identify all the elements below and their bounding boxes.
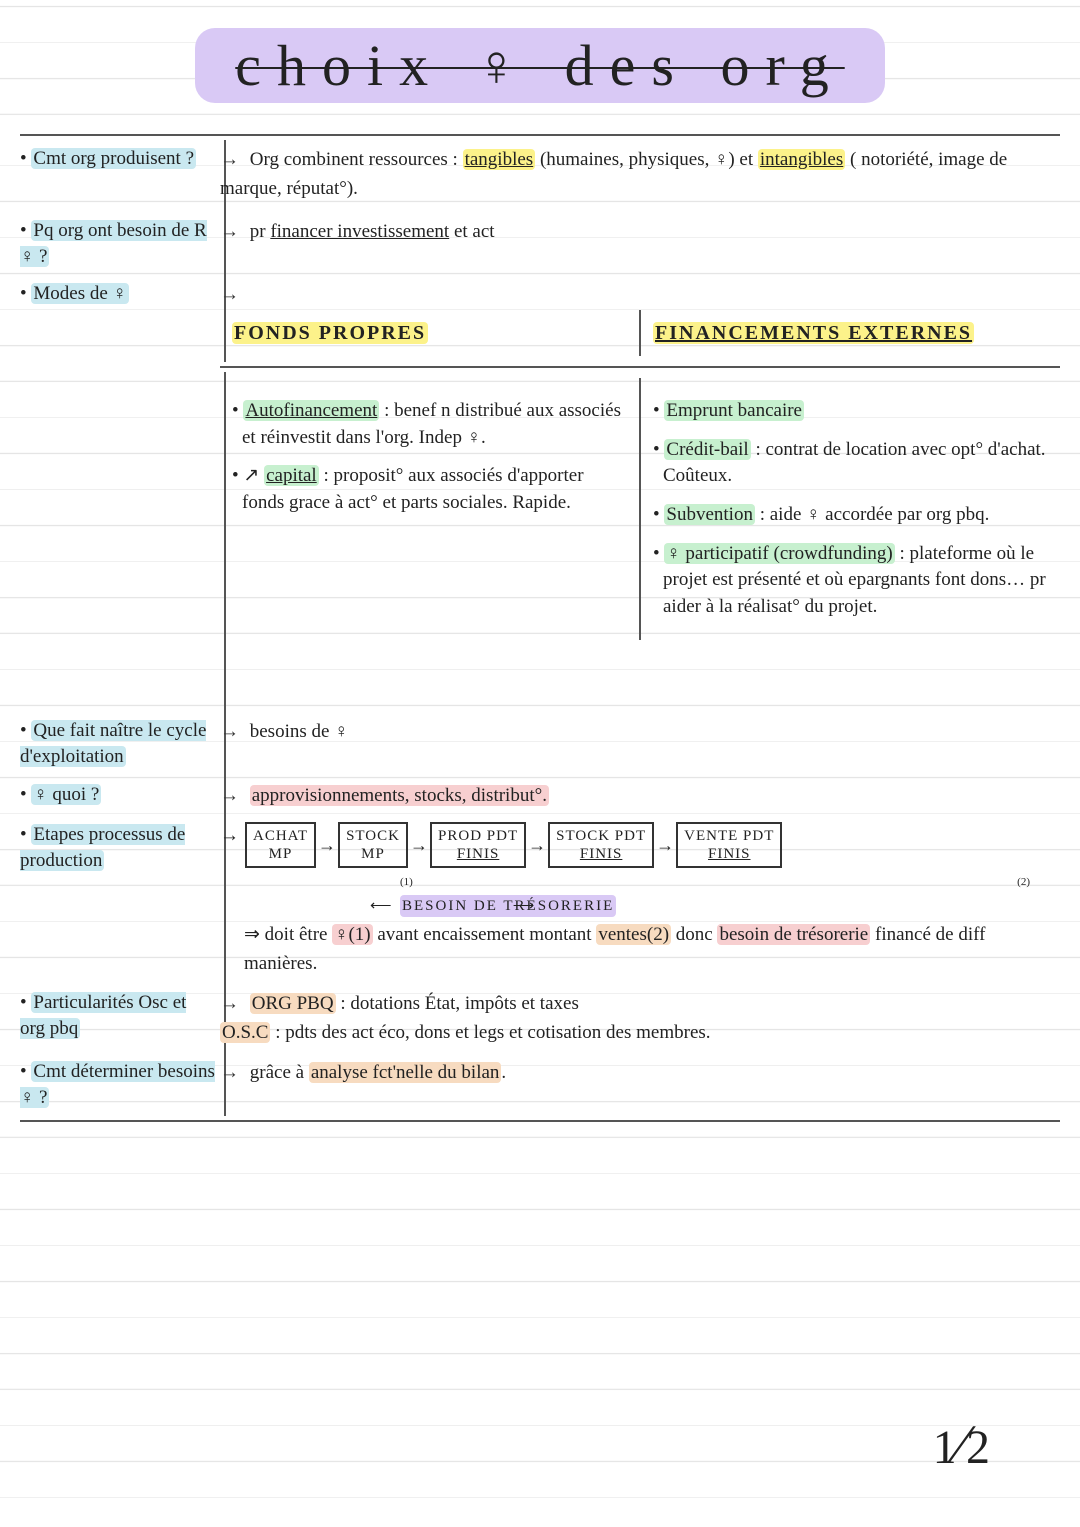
fp-autofinancement: Autofinancement bbox=[243, 400, 379, 421]
arrow-icon: → bbox=[318, 832, 336, 859]
arrow-icon: → bbox=[410, 832, 428, 859]
q2-text: Pq org ont besoin de R ♀ ? bbox=[20, 220, 207, 267]
q4-ans: besoins de ♀ bbox=[250, 721, 349, 742]
row-q5: • ♀ quoi ? approvisionnements, stocks, d… bbox=[20, 776, 1060, 817]
page-number: 1⁄2 bbox=[933, 1413, 990, 1477]
answer: grâce à analyse fct'nelle du bilan. bbox=[220, 1059, 1060, 1088]
fp-col: • Autofinancement : benef n distribué au… bbox=[220, 378, 641, 640]
modes-body: • Autofinancement : benef n distribué au… bbox=[220, 378, 1060, 640]
fe-item-2: • Crédit-bail : contrat de location avec… bbox=[653, 437, 1048, 490]
flow-box-achat: ACHATMP bbox=[245, 822, 316, 868]
q2-post: et act bbox=[454, 221, 495, 242]
modes-col-left: FONDS PROPRES bbox=[220, 310, 641, 357]
answer: ORG PBQ : dotations État, impôts et taxe… bbox=[220, 990, 1060, 1047]
question-label: • Que fait naître le cycle d'exploitatio… bbox=[20, 718, 220, 769]
q1-text: Cmt org produisent ? bbox=[31, 148, 196, 169]
flow-conclusion: ⇒ doit être ♀(1) avant encaissement mont… bbox=[220, 921, 1060, 978]
fp-capital: capital bbox=[264, 465, 319, 486]
question-label: • Pq org ont besoin de R ♀ ? bbox=[20, 218, 220, 269]
divider bbox=[220, 366, 1060, 368]
conc-w1: ♀(1) bbox=[332, 924, 372, 945]
row-q3-body: • Autofinancement : benef n distribué au… bbox=[20, 372, 1060, 712]
q2-w: financer investissement bbox=[270, 221, 449, 242]
divider bbox=[20, 1120, 1060, 1122]
answer: Org combinent ressources : tangibles (hu… bbox=[220, 146, 1060, 203]
fe-item-1: • Emprunt bancaire bbox=[653, 398, 1048, 425]
question-label: • ♀ quoi ? bbox=[20, 782, 220, 808]
head-financements-externes: FINANCEMENTS EXTERNES bbox=[653, 322, 974, 344]
fp-item-1: • Autofinancement : benef n distribué au… bbox=[232, 398, 627, 451]
q8-text: Cmt déterminer besoins ♀ ? bbox=[20, 1061, 215, 1108]
answer: besoins de ♀ bbox=[220, 718, 1060, 747]
q7-org-pbq: ORG PBQ bbox=[250, 993, 336, 1014]
arrow-icon: → bbox=[528, 832, 546, 859]
conc-w2: ventes(2) bbox=[596, 924, 671, 945]
page-title: choix ♀ des org bbox=[235, 33, 844, 98]
row-q1: • Cmt org produisent ? Org combinent res… bbox=[20, 140, 1060, 212]
fe-item-3: • Subvention : aide ♀ accordée par org p… bbox=[653, 502, 1048, 529]
fe-col: • Emprunt bancaire • Crédit-bail : contr… bbox=[641, 378, 1060, 640]
question-label: • Cmt org produisent ? bbox=[20, 146, 220, 172]
answer: approvisionnements, stocks, distribut°. bbox=[220, 782, 1060, 811]
slash-icon: ⁄ bbox=[957, 1414, 966, 1476]
q3-text: Modes de ♀ bbox=[31, 283, 128, 304]
fp-item-2: • ↗ capital : proposit° aux associés d'a… bbox=[232, 463, 627, 516]
fe-participatif: ♀ participatif (crowdfunding) bbox=[664, 543, 894, 564]
modes-table: FONDS PROPRES FINANCEMENTS EXTERNES bbox=[220, 310, 1060, 357]
question-label: • Modes de ♀ bbox=[20, 281, 220, 307]
page-total: 2 bbox=[966, 1421, 990, 1474]
flow-box-stock-mp: STOCKMP bbox=[338, 822, 408, 868]
fe-item-4: • ♀ participatif (crowdfunding) : platef… bbox=[653, 541, 1048, 621]
row-q3-head: • Modes de ♀ FONDS PROPRES FINANCEMENTS … bbox=[20, 275, 1060, 362]
conc-w3: besoin de trésorerie bbox=[717, 924, 870, 945]
q1-w1: tangibles bbox=[463, 149, 536, 170]
title-highlight: choix ♀ des org bbox=[195, 28, 884, 103]
row-q7: • Particularités Osc et org pbq ORG PBQ … bbox=[20, 984, 1060, 1053]
q4-text: Que fait naître le cycle d'exploitation bbox=[20, 720, 206, 767]
head-fonds-propres: FONDS PROPRES bbox=[232, 322, 428, 344]
q7-osc: O.S.C bbox=[220, 1022, 270, 1043]
page-current: 1 bbox=[933, 1421, 957, 1474]
question-label: • Particularités Osc et org pbq bbox=[20, 990, 220, 1041]
row-q4: • Que fait naître le cycle d'exploitatio… bbox=[20, 712, 1060, 775]
title-bar: choix ♀ des org bbox=[0, 0, 1080, 100]
q6-text: Etapes processus de production bbox=[20, 824, 185, 871]
q1-pre: Org combinent ressources : bbox=[250, 149, 463, 170]
q5-text: ♀ quoi ? bbox=[31, 784, 101, 805]
q2-pre: pr bbox=[250, 221, 271, 242]
row-q6: • Etapes processus de production → ACHAT… bbox=[20, 816, 1060, 984]
q7-text: Particularités Osc et org pbq bbox=[20, 992, 186, 1039]
question-label: • Cmt déterminer besoins ♀ ? bbox=[20, 1059, 220, 1110]
fe-emprunt: Emprunt bancaire bbox=[664, 400, 804, 421]
fe-subvention: Subvention bbox=[664, 504, 755, 525]
answer: → ACHATMP → STOCKMP → PROD PDTFINIS → ST… bbox=[220, 822, 1060, 978]
flow-box-vente: VENTE PDTFINIS bbox=[676, 822, 782, 868]
divider bbox=[20, 134, 1060, 136]
modes-col-right: FINANCEMENTS EXTERNES bbox=[641, 310, 1060, 357]
flow-box-stock-pdt: STOCK PDTFINIS bbox=[548, 822, 654, 868]
modes-table-body: • Autofinancement : benef n distribué au… bbox=[220, 378, 1060, 640]
notes-content: • Cmt org produisent ? Org combinent res… bbox=[0, 130, 1080, 1126]
answer: pr financer investissement et act bbox=[220, 218, 1060, 247]
row-q8: • Cmt déterminer besoins ♀ ? grâce à ana… bbox=[20, 1053, 1060, 1116]
answer: FONDS PROPRES FINANCEMENTS EXTERNES bbox=[220, 281, 1060, 356]
row-q2: • Pq org ont besoin de R ♀ ? pr financer… bbox=[20, 212, 1060, 275]
flow-box-prod: PROD PDTFINIS bbox=[430, 822, 526, 868]
question-label: • Etapes processus de production bbox=[20, 822, 220, 873]
process-flow: ACHATMP → STOCKMP → PROD PDTFINIS → STOC… bbox=[245, 822, 782, 868]
tresorerie-label: BESOIN DE TRÉSORERIE bbox=[400, 895, 616, 918]
fe-credit-bail: Crédit-bail bbox=[664, 439, 750, 460]
arrow-icon: → bbox=[656, 832, 674, 859]
marker-1: (1) bbox=[400, 874, 413, 891]
q1-w2: intangibles bbox=[758, 149, 845, 170]
q1-mid: (humaines, physiques, ♀) et bbox=[540, 149, 758, 170]
q8-w: analyse fct'nelle du bilan bbox=[309, 1062, 502, 1083]
q5-ans: approvisionnements, stocks, distribut°. bbox=[250, 785, 549, 806]
marker-2: (2) bbox=[1017, 874, 1030, 891]
